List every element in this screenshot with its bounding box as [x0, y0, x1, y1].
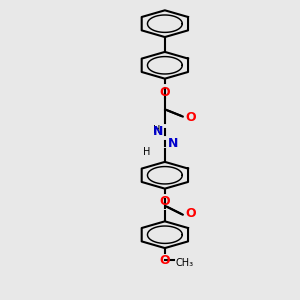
Text: O: O	[160, 254, 170, 267]
Text: N: N	[153, 125, 164, 138]
Text: O: O	[160, 195, 170, 208]
Text: CH₃: CH₃	[175, 259, 194, 269]
Text: O: O	[186, 207, 196, 220]
Text: H: H	[153, 125, 160, 136]
Text: O: O	[160, 86, 170, 99]
Text: H: H	[142, 147, 150, 157]
Text: N: N	[168, 136, 178, 150]
Text: O: O	[186, 111, 196, 124]
